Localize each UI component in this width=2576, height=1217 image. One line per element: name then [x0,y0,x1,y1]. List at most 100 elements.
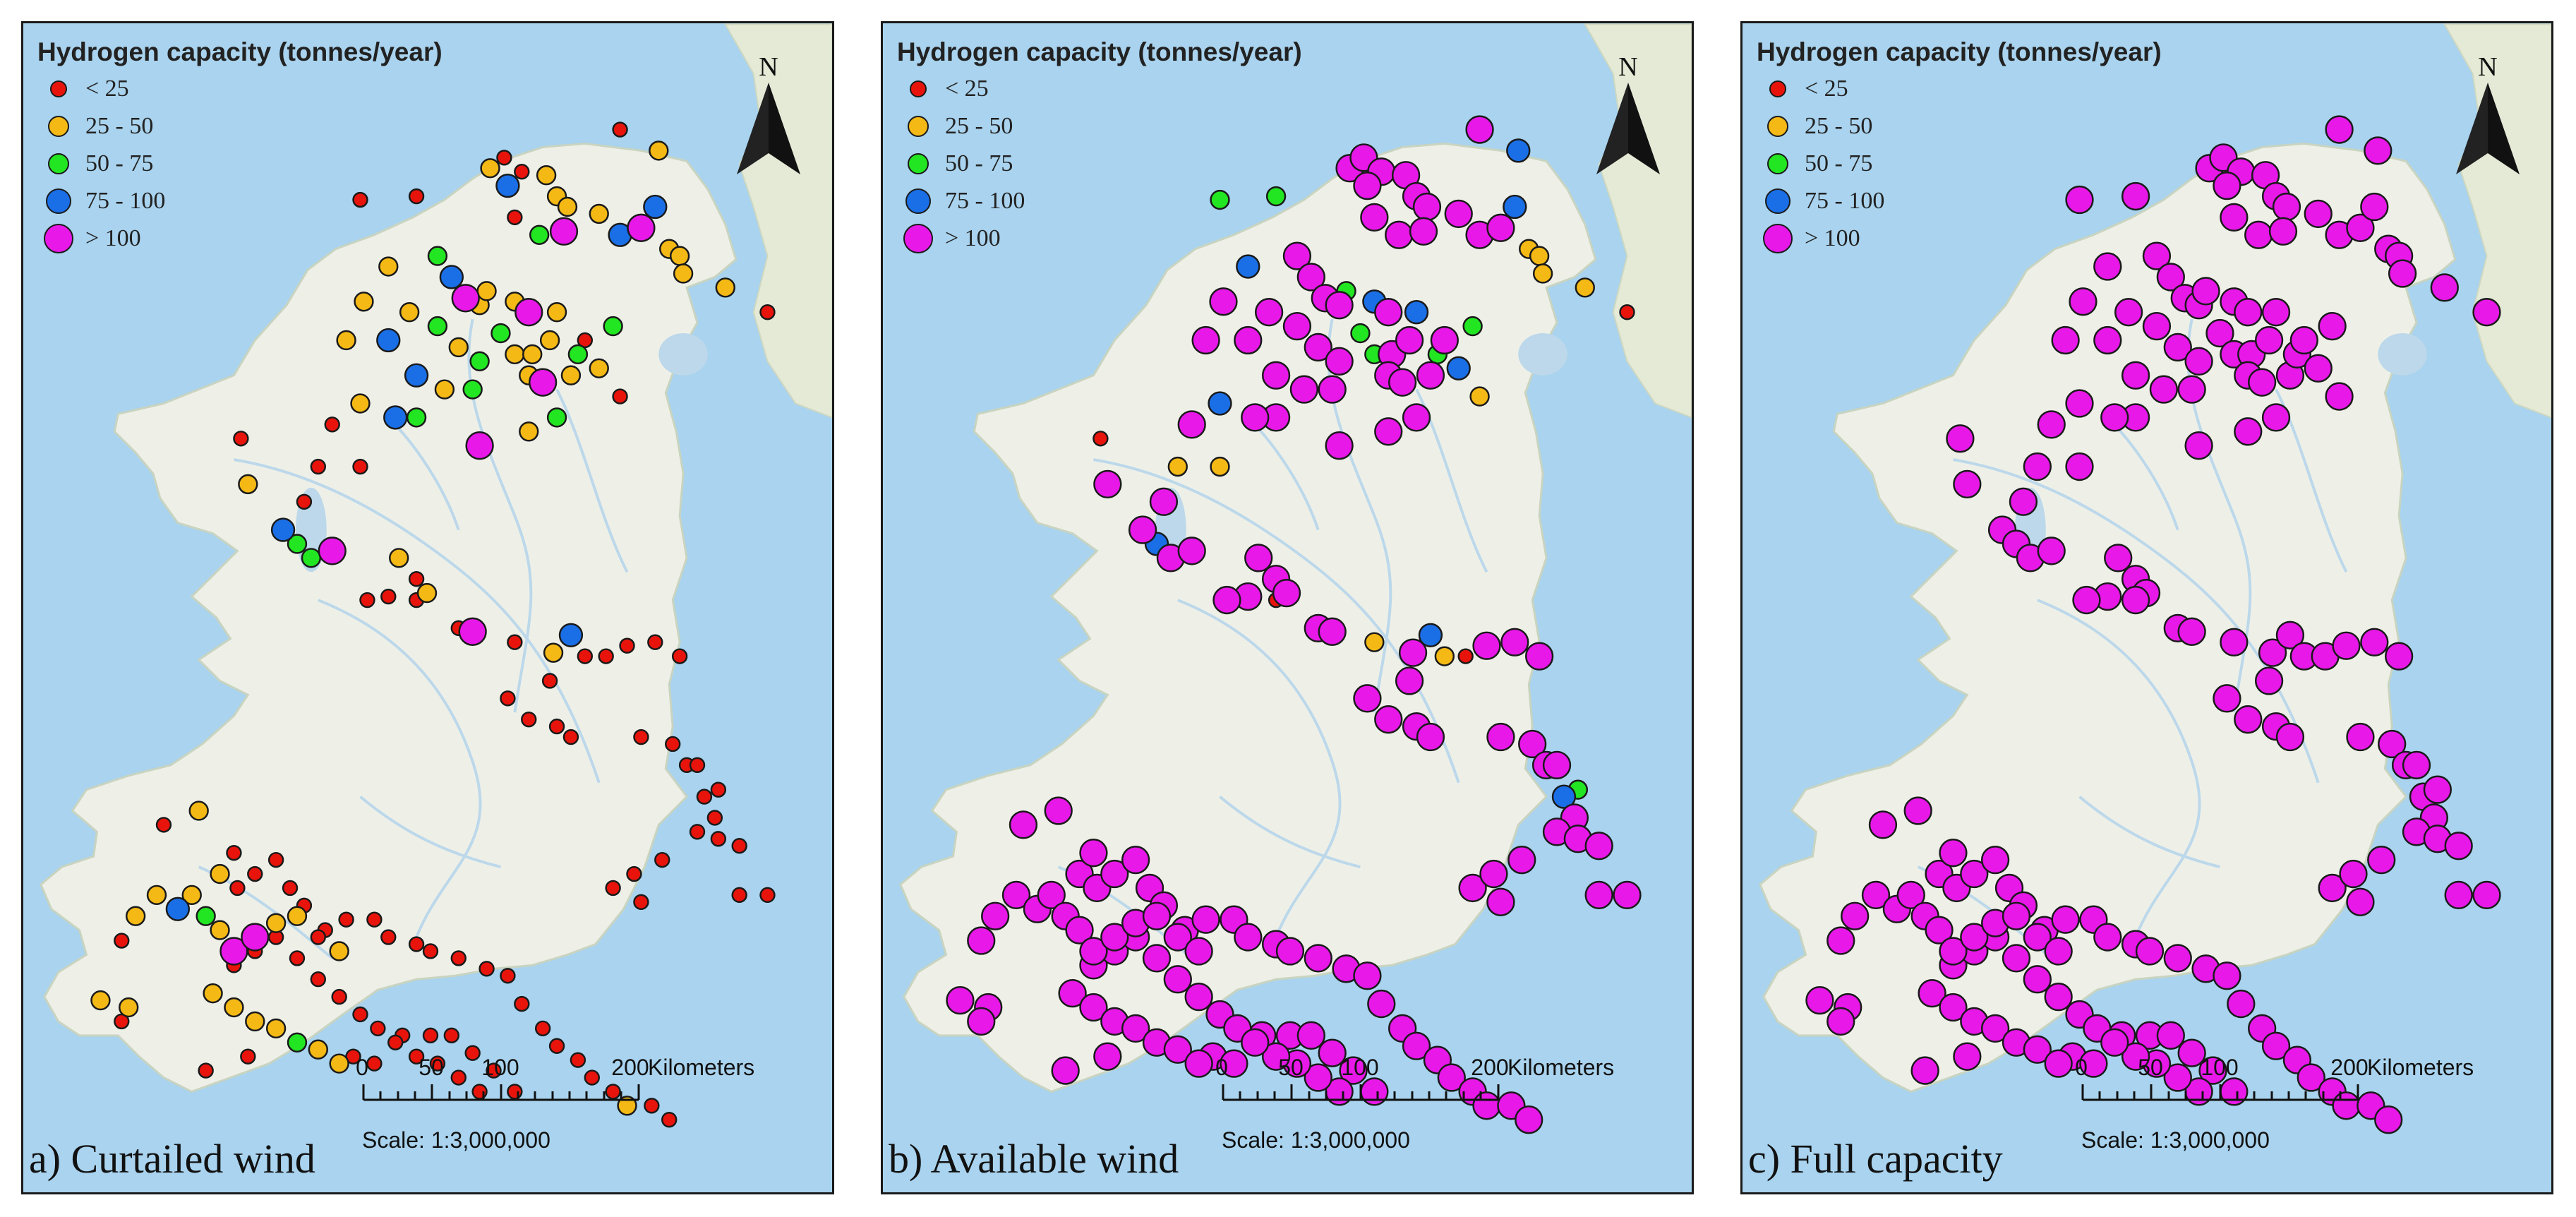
legend-label: 25 - 50 [85,112,154,139]
capacity-marker [2339,859,2368,889]
capacity-marker [1254,298,1284,327]
capacity-marker [2367,845,2396,875]
capacity-marker [2261,403,2291,432]
legend-label: 50 - 75 [1805,150,1873,176]
capacity-marker [2184,347,2213,376]
capacity-marker [1524,642,1554,671]
capacity-marker [1177,536,1206,565]
capacity-marker [380,929,397,945]
capacity-marker [1404,300,1429,325]
capacity-marker [1234,923,1263,952]
capacity-marker [2374,1105,2403,1134]
capacity-marker [967,1007,996,1036]
capacity-marker [125,906,146,926]
capacity-marker [464,1045,481,1061]
capacity-marker [2072,585,2101,615]
legend-symbol [1767,152,1788,174]
capacity-marker [2304,354,2333,383]
capacity-marker [1296,263,1325,292]
capacity-marker [1458,873,1487,903]
scale-bar: 0 50 100 200 Kilometers Scale: 1:3,000,0… [356,1055,757,1153]
capacity-marker [2213,684,2241,713]
capacity-marker [422,1027,439,1044]
capacity-marker [1177,410,1206,439]
legend-label: 25 - 50 [945,112,1013,139]
capacity-marker [1613,880,1642,910]
capacity-marker [2275,621,2305,649]
capacity-marker [1805,985,1834,1015]
capacity-marker [408,571,425,587]
capacity-marker [2104,544,2133,572]
capacity-marker [1163,1035,1192,1064]
scale-tick-label: 100 [1341,1055,1379,1080]
capacity-marker [2423,775,2452,804]
capacity-marker [548,718,565,735]
capacity-marker [1826,926,1855,955]
capacity-marker [399,302,420,323]
capacity-marker [2318,873,2347,903]
capacity-marker [1529,246,1550,266]
legend-label: 75 - 100 [945,187,1025,214]
capacity-marker [2037,536,2066,565]
capacity-marker [1184,937,1213,966]
capacity-marker [534,1020,551,1037]
map-canvas [23,23,832,1192]
capacity-marker [450,950,467,966]
capacity-marker [1272,578,1301,608]
capacity-marker [1960,859,1989,889]
map-panel-curtailed-wind: Hydrogen capacity (tonnes/year) < 25 25 -… [21,21,834,1194]
capacity-marker [2093,325,2122,355]
capacity-marker [2244,220,2273,249]
capacity-marker [1325,431,1354,460]
capacity-marker [310,971,327,988]
legend-item: 75 - 100 [1757,182,2162,220]
capacity-marker [2177,1038,2206,1067]
capacity-marker [1234,325,1263,355]
capacity-marker [967,926,996,955]
capacity-marker [2002,901,2031,930]
capacity-marker [480,158,500,179]
north-arrow-icon [1596,83,1660,174]
legend-symbol [908,152,929,174]
capacity-marker [265,913,287,933]
capacity-marker [521,711,537,728]
capacity-marker [195,906,216,926]
legend-symbol [1763,223,1793,253]
capacity-marker [549,217,579,246]
legend-label: < 25 [1805,75,1848,102]
capacity-marker [1532,263,1553,284]
scale-bar: 0 50 100 200 Kilometers Scale: 1:3,000,0… [1215,1055,1617,1153]
capacity-marker [2261,1031,2291,1060]
capacity-marker [2346,722,2375,752]
capacity-marker [731,887,747,904]
capacity-marker [2444,832,2473,861]
capacity-marker [366,1055,383,1072]
capacity-marker [1065,916,1094,945]
capacity-marker [1001,880,1031,910]
legend: Hydrogen capacity (tonnes/year) < 25 25 -… [1757,37,2162,257]
scale-unit: Kilometers [648,1055,755,1080]
capacity-marker [238,474,258,495]
capacity-marker [479,961,495,977]
legend-item: 25 - 50 [37,107,443,145]
capacity-marker [378,256,399,277]
capacity-marker [2065,452,2094,481]
capacity-marker [1100,859,1129,889]
north-arrow: N [1596,52,1660,178]
capacity-marker [1009,810,1038,839]
capacity-marker [536,165,557,186]
legend-symbol [44,223,73,253]
scale-unit: Kilometers [1507,1055,1615,1080]
capacity-marker [1861,880,1891,910]
capacity-marker [1212,585,1241,615]
capacity-marker [2402,750,2431,779]
capacity-marker [2430,273,2459,302]
capacity-marker [1841,901,1870,930]
capacity-marker [560,365,582,385]
capacity-marker [1503,194,1527,220]
capacity-marker [1037,880,1066,910]
capacity-marker [1121,1014,1150,1043]
capacity-marker [1142,901,1172,930]
capacity-marker [2289,325,2318,355]
capacity-marker [1304,1063,1332,1092]
